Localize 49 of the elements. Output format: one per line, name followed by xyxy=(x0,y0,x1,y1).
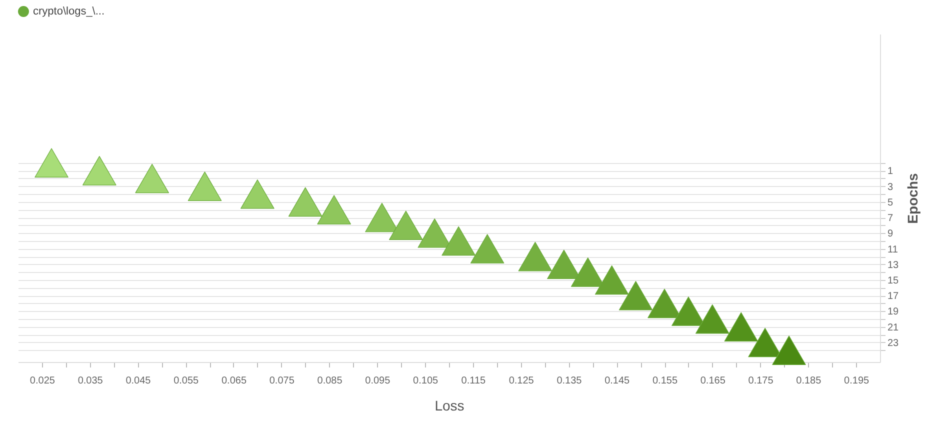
x-tick-label: 0.185 xyxy=(796,376,822,386)
x-tick-label: 0.045 xyxy=(126,376,152,386)
point xyxy=(470,234,504,264)
y-axis-title: Epochs xyxy=(904,173,921,224)
point xyxy=(618,280,653,310)
x-tick-label: 0.055 xyxy=(174,376,200,386)
x-tick-label: 0.145 xyxy=(604,376,630,386)
x-tick-label: 0.065 xyxy=(221,376,247,386)
x-tick-label: 0.135 xyxy=(556,376,582,386)
x-tick-label: 0.105 xyxy=(413,376,439,386)
point xyxy=(82,156,116,186)
point xyxy=(389,210,423,240)
x-tick-label: 0.035 xyxy=(78,376,104,386)
point xyxy=(240,179,274,209)
point xyxy=(724,312,758,342)
y-tick-label: 17 xyxy=(888,291,900,302)
x-tick-label: 0.165 xyxy=(700,376,726,386)
x-tick-label: 0.115 xyxy=(461,376,486,386)
y-tick-label: 11 xyxy=(888,244,898,256)
y-tick-label: 23 xyxy=(888,338,900,349)
x-tick-label: 0.075 xyxy=(269,376,295,386)
point xyxy=(772,336,806,365)
point xyxy=(135,164,169,194)
x-tick-label: 0.085 xyxy=(317,376,343,386)
y-tick-label: 15 xyxy=(888,276,900,286)
point xyxy=(317,195,351,224)
point xyxy=(594,265,629,295)
x-tick-label: 0.195 xyxy=(844,376,870,386)
point xyxy=(288,187,322,217)
point xyxy=(34,148,68,178)
x-axis-title: Loss xyxy=(434,398,464,414)
y-tick-label: 3 xyxy=(888,182,894,193)
point xyxy=(696,304,730,334)
legend-label: crypto\logs_\... xyxy=(33,6,105,18)
y-tick-label: 21 xyxy=(888,322,900,334)
y-tick-label: 7 xyxy=(888,213,894,224)
y-tick-label: 5 xyxy=(888,197,894,208)
x-tick-label: 0.025 xyxy=(30,376,56,386)
x-tick-label: 0.095 xyxy=(365,376,391,386)
point xyxy=(188,172,222,201)
x-tick-label: 0.155 xyxy=(652,376,678,386)
y-tick-label: 1 xyxy=(888,166,894,178)
x-tick-label: 0.175 xyxy=(748,376,774,386)
x-tick-label: 0.125 xyxy=(508,376,534,386)
y-tick-label: 13 xyxy=(888,260,900,271)
y-tick-label: 9 xyxy=(888,228,894,240)
y-tick-label: 19 xyxy=(888,306,900,318)
point xyxy=(442,226,476,256)
point xyxy=(518,242,552,272)
